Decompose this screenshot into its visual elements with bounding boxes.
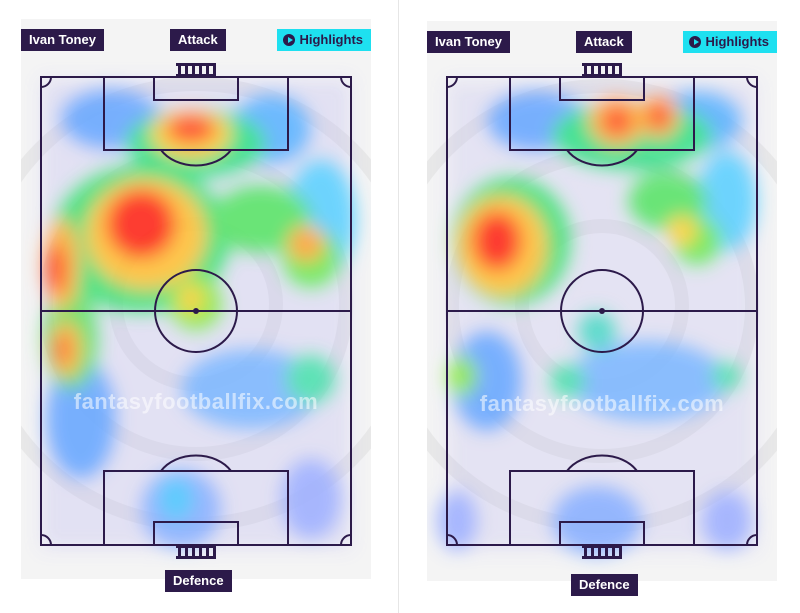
highlights-button[interactable]: Highlights [683,31,777,53]
goal-top [176,63,216,77]
goal-bottom [176,545,216,559]
goal-bottom [582,545,622,559]
player-name-label: Ivan Toney [21,29,104,51]
heatmap-panel-right: fantasyfootballfix.com Ivan Toney Attack… [427,21,777,596]
defence-label: Defence [165,570,232,592]
goal-top [582,63,622,77]
play-icon [689,36,702,48]
panel-divider [398,0,399,613]
play-icon [283,34,296,46]
pitch-heatmap [21,63,371,559]
heatmap-panel-left: fantasyfootballfix.com Ivan Toney Attack… [21,19,371,592]
watermark: fantasyfootballfix.com [479,391,725,416]
highlights-label: Highlights [299,32,363,47]
centre-spot [599,308,605,314]
highlights-label: Highlights [705,34,769,49]
attack-label: Attack [170,29,226,51]
heat-blobs [437,81,757,556]
highlights-button[interactable]: Highlights [277,29,371,51]
player-name-label: Ivan Toney [427,31,510,53]
watermark: fantasyfootballfix.com [73,389,319,414]
pitch-heatmap [427,63,777,559]
attack-label: Attack [576,31,632,53]
defence-label: Defence [571,574,638,596]
centre-spot [193,308,199,314]
